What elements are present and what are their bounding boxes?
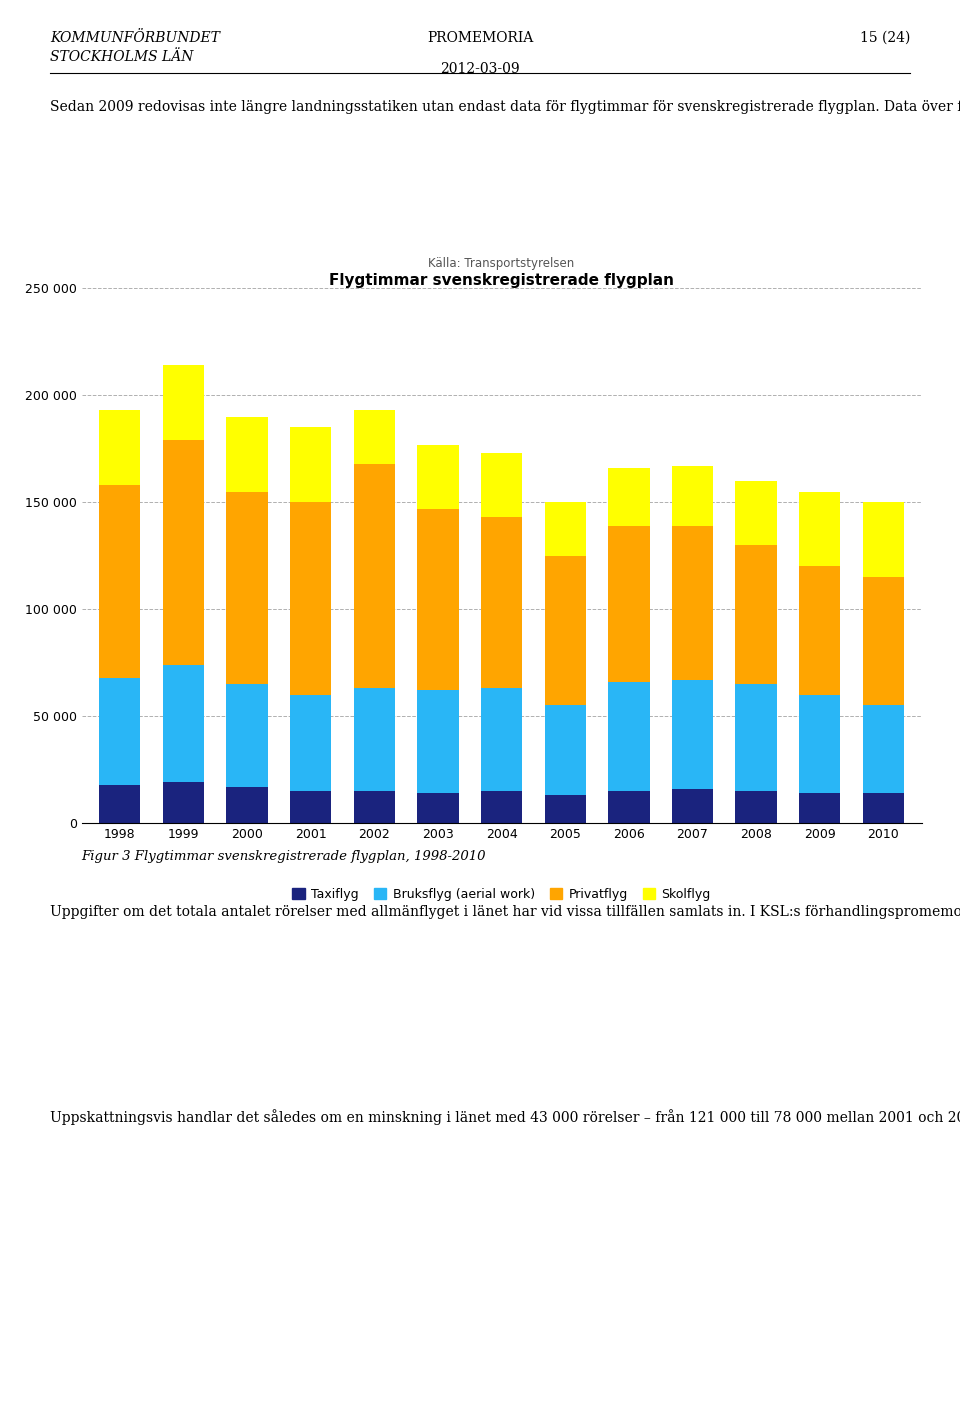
Text: Uppgifter om det totala antalet rörelser med allmänflyget i länet har vid vissa : Uppgifter om det totala antalet rörelser… [50,903,960,919]
Bar [353,791,395,823]
Bar [863,502,904,577]
Bar [227,787,268,823]
Bar [163,782,204,823]
Bar [481,688,522,791]
Title: Flygtimmar svenskregistrerade flygplan: Flygtimmar svenskregistrerade flygplan [329,273,674,288]
Bar [735,481,777,545]
Bar [799,567,840,695]
Bar [99,411,140,485]
Bar [609,791,650,823]
Bar [163,666,204,782]
Bar [735,545,777,684]
Bar [863,705,904,794]
Bar [672,680,713,789]
Bar [481,791,522,823]
Text: 2012-03-09: 2012-03-09 [441,62,519,76]
Text: Figur 3 Flygtimmar svenskregistrerade flygplan, 1998-2010: Figur 3 Flygtimmar svenskregistrerade fl… [82,850,486,862]
Bar [544,795,586,823]
Bar [481,518,522,688]
Bar [863,794,904,823]
Bar [544,556,586,705]
Bar [353,464,395,688]
Bar [99,785,140,823]
Bar [672,466,713,526]
Bar [163,366,204,440]
Bar [418,445,459,509]
Bar [609,682,650,791]
Bar [99,485,140,678]
Bar [290,695,331,791]
Bar [672,526,713,680]
Bar [481,453,522,518]
Text: PROMEMORIA: PROMEMORIA [427,31,533,45]
Bar [799,695,840,794]
Bar [672,789,713,823]
Bar [163,440,204,666]
Bar [418,691,459,794]
Bar [735,684,777,791]
Bar [290,502,331,695]
Bar [418,509,459,691]
Bar [799,491,840,567]
Bar [609,526,650,682]
Bar [290,791,331,823]
Text: 15 (24): 15 (24) [860,31,910,45]
Bar [290,428,331,502]
Bar [735,791,777,823]
Bar [353,688,395,791]
Text: Sedan 2009 redovisas inte längre landningsstatiken utan endast data för flygtimm: Sedan 2009 redovisas inte längre landnin… [50,98,960,114]
Bar [353,411,395,464]
Bar [609,469,650,526]
Bar [418,794,459,823]
Bar [227,491,268,684]
Bar [99,678,140,785]
Bar [863,577,904,705]
Legend: Taxiflyg, Bruksflyg (aerial work), Privatflyg, Skolflyg: Taxiflyg, Bruksflyg (aerial work), Priva… [287,882,716,906]
Bar [544,502,586,556]
Bar [544,705,586,795]
Bar [227,684,268,787]
Text: KOMMUNFÖRBUNDET
STOCKHOLMS LÄN: KOMMUNFÖRBUNDET STOCKHOLMS LÄN [50,31,220,65]
Bar [799,794,840,823]
Bar [227,416,268,491]
Text: Källa: Transportstyrelsen: Källa: Transportstyrelsen [428,256,575,270]
Text: Uppskattningsvis handlar det således om en minskning i länet med 43 000 rörelser: Uppskattningsvis handlar det således om … [50,1109,960,1124]
